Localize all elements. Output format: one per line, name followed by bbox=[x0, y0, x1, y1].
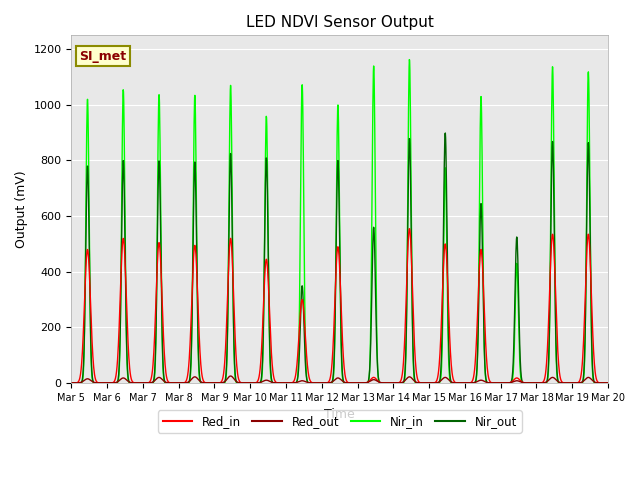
Red_in bbox=[490, 380, 498, 386]
Nir_in bbox=[589, 368, 596, 374]
Red_out bbox=[589, 378, 596, 384]
Nir_out bbox=[589, 362, 596, 368]
Red_in bbox=[604, 380, 612, 386]
Nir_out bbox=[589, 367, 596, 373]
Nir_out bbox=[314, 380, 322, 386]
Line: Nir_in: Nir_in bbox=[72, 60, 608, 383]
Nir_in bbox=[589, 372, 596, 378]
Nir_out bbox=[328, 378, 336, 384]
Red_in bbox=[589, 329, 596, 335]
Y-axis label: Output (mV): Output (mV) bbox=[15, 170, 28, 248]
Nir_out bbox=[442, 130, 449, 136]
Red_out bbox=[490, 380, 498, 386]
Red_in bbox=[589, 322, 596, 328]
Red_out bbox=[604, 380, 612, 386]
Nir_out bbox=[95, 380, 102, 386]
Red_in bbox=[406, 226, 413, 231]
Line: Nir_out: Nir_out bbox=[72, 133, 608, 383]
Nir_in bbox=[490, 380, 498, 386]
Text: SI_met: SI_met bbox=[79, 49, 127, 63]
Red_out bbox=[329, 379, 337, 384]
Nir_in bbox=[406, 57, 413, 62]
Nir_out bbox=[68, 380, 76, 386]
Red_out bbox=[95, 380, 102, 386]
Line: Red_in: Red_in bbox=[72, 228, 608, 383]
X-axis label: Time: Time bbox=[324, 408, 355, 421]
Red_in bbox=[68, 380, 76, 386]
Title: LED NDVI Sensor Output: LED NDVI Sensor Output bbox=[246, 15, 434, 30]
Line: Red_out: Red_out bbox=[72, 376, 608, 383]
Nir_out bbox=[490, 380, 498, 386]
Red_out bbox=[68, 380, 76, 386]
Red_out bbox=[589, 377, 596, 383]
Nir_in bbox=[68, 380, 76, 386]
Legend: Red_in, Red_out, Nir_in, Nir_out: Red_in, Red_out, Nir_in, Nir_out bbox=[158, 410, 522, 432]
Nir_in bbox=[314, 380, 322, 386]
Red_in bbox=[328, 356, 336, 362]
Nir_in bbox=[328, 379, 336, 385]
Red_in bbox=[95, 380, 102, 386]
Red_out bbox=[227, 373, 234, 379]
Nir_in bbox=[604, 380, 612, 386]
Nir_in bbox=[95, 380, 102, 386]
Red_out bbox=[314, 380, 322, 386]
Nir_out bbox=[604, 380, 612, 386]
Red_in bbox=[314, 380, 322, 386]
